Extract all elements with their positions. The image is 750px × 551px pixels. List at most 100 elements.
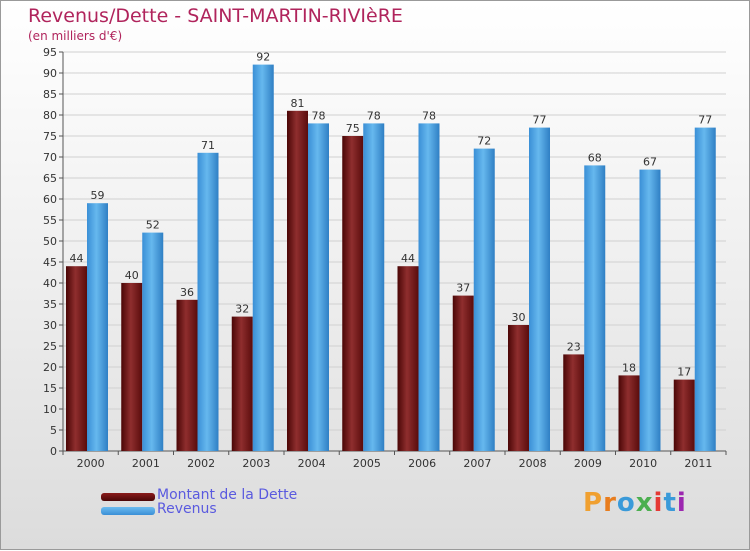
bar-dette [287, 110, 308, 452]
y-tick-label: 95 [43, 46, 57, 59]
data-label-revenus: 78 [367, 109, 381, 122]
bar-revenus [639, 169, 661, 451]
y-tick-label: 90 [43, 67, 57, 80]
bars [66, 64, 716, 452]
data-label-revenus: 59 [91, 189, 105, 202]
logo-letter: t [663, 488, 677, 518]
chart-title: Revenus/Dette - SAINT-MARTIN-RIVIèRE [28, 5, 403, 27]
legend-swatch-revenus [101, 507, 155, 515]
bar-dette [397, 266, 419, 451]
y-tick-label: 70 [43, 151, 57, 164]
logo-letter: i [653, 488, 664, 518]
x-tick-label: 2003 [242, 457, 270, 470]
y-tick-label: 50 [43, 235, 57, 248]
y-tick-label: 35 [43, 298, 57, 311]
x-tick-label: 2004 [298, 457, 326, 470]
data-label-revenus: 92 [256, 51, 270, 64]
logo-letter: P [583, 488, 604, 518]
data-label-dette: 23 [567, 340, 581, 353]
gridlines [63, 51, 726, 452]
bar-dette [563, 354, 585, 451]
data-label-dette: 37 [456, 282, 470, 295]
bar-revenus [473, 148, 495, 451]
bar-revenus [418, 123, 440, 452]
logo-letter: x [635, 488, 654, 518]
data-label-revenus: 78 [422, 109, 436, 122]
bar-dette [508, 325, 529, 451]
data-label-dette: 18 [622, 361, 636, 374]
logo-letter: r [603, 488, 617, 518]
data-label-revenus: 68 [588, 151, 602, 164]
bar-revenus [142, 232, 164, 451]
x-tick-label: 2001 [132, 457, 160, 470]
data-label-revenus: 77 [533, 114, 547, 127]
data-label-dette: 81 [291, 97, 305, 110]
data-labels: 44 59 40 52 36 71 32 92 81 78 75 78 44 78 37 72 30 77 23 68… [70, 51, 713, 379]
y-tick-label: 65 [43, 172, 57, 185]
bar-revenus [363, 123, 385, 452]
data-label-revenus: 52 [146, 219, 160, 232]
axes: 0 5 10 15 20 25 30 35 40 45 50 55 60 65 70 75 80 85 90 95 20… [43, 46, 727, 470]
bar-revenus [87, 203, 108, 451]
x-tick-label: 2007 [463, 457, 491, 470]
bar-revenus [584, 165, 606, 451]
bar-dette [231, 316, 253, 451]
x-tick-label: 2002 [187, 457, 215, 470]
proxiti-logo: Proxiti [583, 488, 687, 518]
data-label-dette: 40 [125, 269, 139, 282]
bar-revenus [308, 123, 329, 452]
legend-label-dette: Montant de la Dette [157, 487, 298, 503]
bar-dette [452, 295, 474, 451]
y-tick-label: 25 [43, 340, 57, 353]
y-tick-label: 15 [43, 382, 57, 395]
y-tick-label: 55 [43, 214, 57, 227]
y-tick-label: 10 [43, 403, 57, 416]
y-tick-label: 80 [43, 109, 57, 122]
y-tick-label: 85 [43, 88, 57, 101]
bar-dette [176, 299, 198, 451]
bar-dette [618, 375, 640, 451]
x-tick-label: 2005 [353, 457, 381, 470]
data-label-dette: 17 [677, 366, 691, 379]
x-tick-label: 2000 [77, 457, 105, 470]
y-tick-label: 45 [43, 256, 57, 269]
data-label-dette: 32 [235, 303, 249, 316]
data-label-dette: 44 [70, 252, 84, 265]
data-label-revenus: 72 [477, 135, 491, 148]
y-tick-label: 0 [50, 445, 57, 458]
data-label-dette: 75 [346, 122, 360, 135]
bar-revenus [197, 152, 219, 452]
y-tick-label: 60 [43, 193, 57, 206]
bar-revenus [529, 127, 550, 451]
bar-revenus [252, 64, 274, 451]
bar-dette [121, 283, 143, 451]
x-tick-label: 2006 [408, 457, 436, 470]
legend-swatch-dette [101, 493, 155, 501]
data-label-revenus: 78 [312, 109, 326, 122]
chart-subtitle: (en milliers d'€) [28, 29, 123, 43]
bar-revenus [694, 127, 716, 451]
data-label-dette: 30 [512, 311, 526, 324]
x-tick-label: 2008 [519, 457, 547, 470]
logo-letter: o [616, 488, 636, 518]
bar-dette [66, 266, 87, 451]
data-label-dette: 44 [401, 252, 415, 265]
y-tick-label: 5 [50, 424, 57, 437]
data-label-revenus: 67 [643, 156, 657, 169]
bar-dette [342, 136, 364, 451]
y-tick-label: 40 [43, 277, 57, 290]
y-tick-label: 20 [43, 361, 57, 374]
legend-label-revenus: Revenus [157, 501, 217, 517]
x-tick-label: 2009 [574, 457, 602, 470]
y-tick-label: 30 [43, 319, 57, 332]
data-label-dette: 36 [180, 286, 194, 299]
x-tick-label: 2010 [629, 457, 657, 470]
y-tick-label: 75 [43, 130, 57, 143]
logo-letter: i [676, 488, 687, 518]
data-label-revenus: 77 [698, 114, 712, 127]
bar-dette [673, 379, 695, 451]
x-tick-label: 2011 [684, 457, 712, 470]
data-label-revenus: 71 [201, 139, 215, 152]
